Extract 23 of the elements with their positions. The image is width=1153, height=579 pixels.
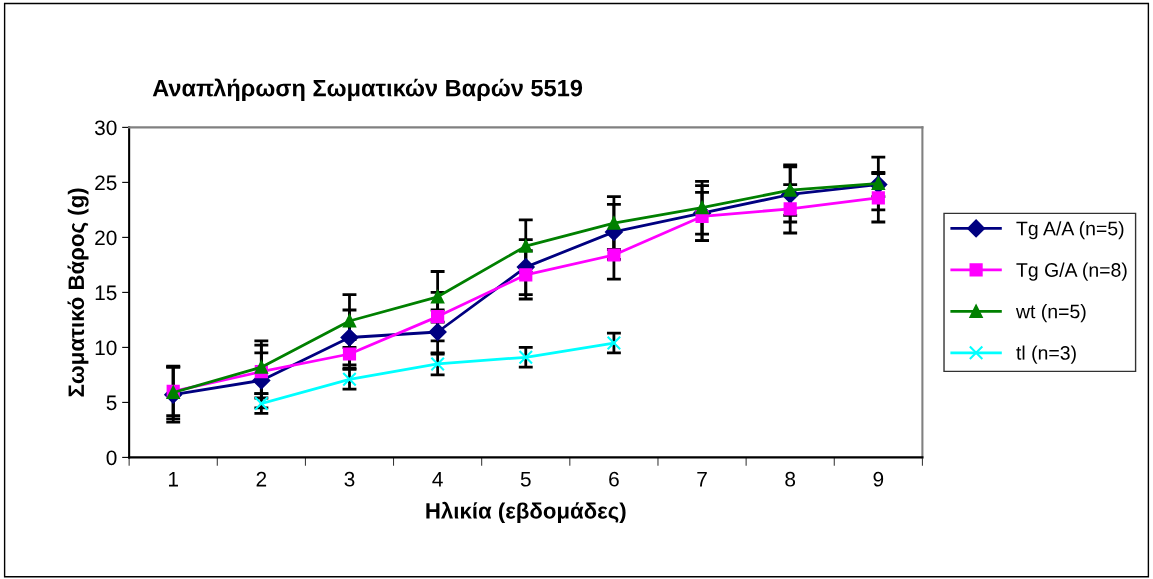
y-tick-label: 5 (106, 395, 117, 411)
y-tick-label: 15 (95, 285, 117, 301)
x-tick-label: 5 (520, 472, 531, 487)
x-tick-label: 2 (256, 471, 267, 487)
y-tick-label: 25 (95, 175, 117, 191)
legend-label: Tg A/A (n=5) (1016, 221, 1124, 240)
legend-label: wt (n=5) (1015, 304, 1086, 323)
y-tick-label: 30 (94, 120, 117, 136)
chart-title: Αναπλήρωση Σωματικών Βαρών 5519 (152, 78, 583, 102)
y-tick-label: 10 (95, 340, 117, 356)
x-tick-label: 4 (432, 472, 443, 487)
y-axis-title: Σωματικό Βάρος (g) (67, 188, 89, 397)
x-tick-label: 6 (609, 471, 619, 487)
legend-label: tl (n=3) (1016, 345, 1076, 364)
x-tick-label: 9 (873, 471, 884, 487)
x-tick-label: 7 (697, 472, 707, 487)
x-tick-label: 1 (169, 472, 178, 487)
x-axis-title: Ηλικία (εβδομάδες) (426, 501, 626, 524)
legend-label: Tg G/A (n=8) (1016, 262, 1127, 281)
y-tick-label: 20 (95, 230, 117, 246)
y-tick-label: 0 (106, 450, 117, 466)
x-tick-label: 3 (344, 471, 355, 487)
x-tick-label: 8 (785, 471, 796, 487)
